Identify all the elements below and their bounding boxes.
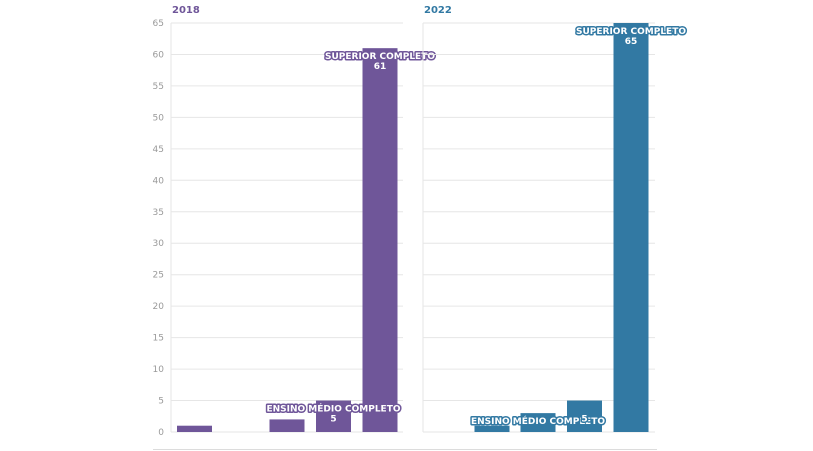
bar — [613, 23, 649, 432]
bar — [474, 425, 510, 432]
bar — [269, 419, 305, 432]
y-tick-label: 35 — [153, 208, 164, 218]
y-tick-label: 55 — [153, 82, 164, 92]
y-tick-label: 45 — [153, 145, 164, 155]
y-tick-label: 0 — [158, 428, 164, 438]
bar — [362, 48, 398, 433]
y-tick-label: 15 — [153, 334, 164, 344]
data-label-name: SUPERIOR COMPLETO — [325, 52, 435, 62]
data-label-name: ENSINO MÉDIO COMPLETO — [471, 415, 605, 427]
data-label-value: 5 — [330, 415, 336, 425]
y-tick-label: 40 — [153, 176, 165, 186]
y-tick-label: 60 — [153, 50, 165, 60]
y-tick-label: 65 — [153, 19, 164, 29]
y-tick-label: 25 — [153, 271, 164, 281]
panel-title-2018: 2018 — [172, 5, 200, 16]
data-label-value: 61 — [374, 62, 387, 72]
data-label-name: ENSINO MÉDIO COMPLETO — [266, 403, 400, 415]
bar — [567, 400, 602, 432]
y-tick-label: 30 — [153, 239, 165, 249]
data-label-value: 5 — [581, 415, 587, 425]
bar — [520, 413, 556, 432]
panel-title-2022: 2022 — [424, 5, 452, 16]
bar — [316, 400, 351, 432]
data-label-name: SUPERIOR COMPLETO — [576, 27, 686, 37]
y-tick-label: 10 — [153, 365, 165, 375]
y-tick-label: 50 — [153, 113, 165, 123]
y-tick-label: 5 — [158, 397, 164, 407]
bar — [177, 425, 212, 432]
y-tick-label: 20 — [153, 302, 165, 312]
data-label-value: 65 — [625, 37, 638, 47]
